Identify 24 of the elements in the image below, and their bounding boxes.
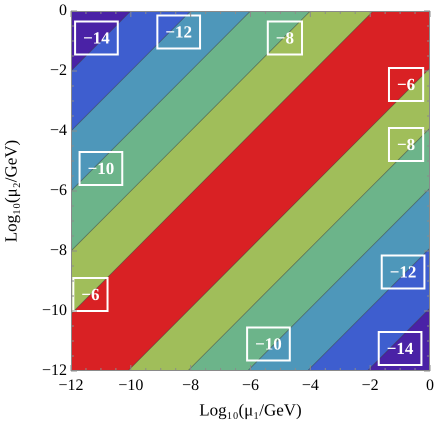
x-tick-label: −2: [362, 376, 379, 394]
annotation: −12: [390, 262, 416, 282]
annotation: −14: [83, 28, 110, 48]
y-tick-label: −2: [50, 62, 67, 80]
x-tick-label: −10: [118, 376, 144, 394]
annotation: −14: [386, 338, 414, 358]
y-tick-label: −4: [50, 122, 67, 140]
y-tick-label: −8: [50, 242, 67, 260]
y-tick-label: 0: [59, 2, 67, 20]
annotation: −8: [396, 134, 416, 154]
y-axis-title: Log₁₀(μ₂/GeV): [2, 140, 21, 242]
annotation: −10: [88, 158, 114, 178]
x-axis-title: Log₁₀(μ₁/GeV): [199, 400, 302, 420]
x-tick-label: −4: [302, 376, 319, 394]
y-tick-label: −6: [50, 182, 67, 200]
x-tick-label: −6: [242, 376, 260, 394]
annotation: −12: [165, 22, 192, 42]
annotation: −8: [276, 28, 294, 48]
y-tick-label: −10: [42, 302, 67, 320]
x-tick-label: 0: [426, 376, 434, 394]
annotation: −10: [255, 334, 282, 354]
x-tick-label: −8: [182, 376, 200, 394]
annotation: −6: [396, 74, 416, 94]
y-tick-label: −12: [42, 362, 67, 380]
